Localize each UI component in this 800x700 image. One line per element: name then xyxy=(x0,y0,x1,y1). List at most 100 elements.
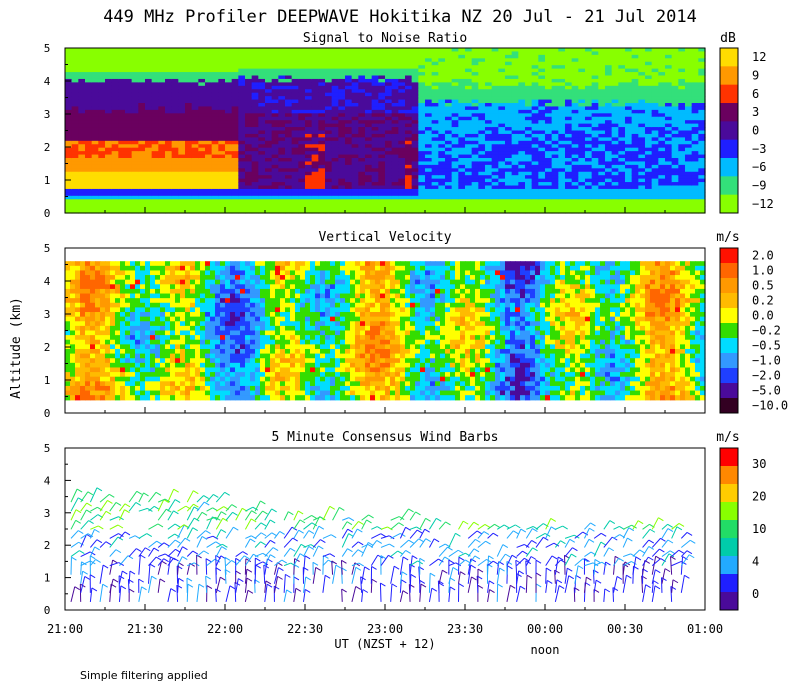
snr-cell xyxy=(385,182,393,187)
snr-cell xyxy=(505,51,513,56)
snr-cell xyxy=(78,182,86,187)
snr-cell xyxy=(405,127,413,132)
snr-cell xyxy=(151,48,159,53)
velocity-cell xyxy=(115,358,121,364)
velocity-cell xyxy=(70,353,76,359)
snr-cell xyxy=(518,151,526,156)
snr-cell xyxy=(225,65,233,70)
snr-cell xyxy=(358,133,366,138)
snr-cell xyxy=(578,202,586,207)
snr-cell xyxy=(165,151,173,156)
snr-cell xyxy=(238,127,246,132)
snr-cell xyxy=(651,51,659,56)
velocity-cell xyxy=(115,339,121,345)
snr-cell xyxy=(465,54,473,59)
velocity-cell xyxy=(75,284,81,290)
snr-cell xyxy=(671,113,679,118)
snr-cell xyxy=(531,188,539,193)
snr-cell xyxy=(398,89,406,94)
velocity-cell xyxy=(95,385,101,392)
snr-cell xyxy=(91,48,99,53)
snr-cell xyxy=(625,147,633,152)
snr-cell xyxy=(318,65,326,70)
snr-cell xyxy=(125,68,133,73)
snr-cell xyxy=(185,175,193,180)
snr-cell xyxy=(645,137,653,142)
snr-cell xyxy=(511,154,519,159)
snr-cell xyxy=(691,54,699,59)
snr-cell xyxy=(231,89,239,94)
snr-cell xyxy=(145,113,153,118)
snr-cell xyxy=(585,154,593,159)
velocity-cell xyxy=(85,288,91,295)
snr-cell xyxy=(358,123,366,128)
snr-cell xyxy=(498,137,506,142)
snr-cell xyxy=(105,164,113,169)
velocity-cell xyxy=(70,348,76,355)
snr-cell xyxy=(158,113,166,118)
snr-cell xyxy=(365,137,373,142)
snr-cell xyxy=(285,154,293,159)
snr-cell xyxy=(631,61,639,66)
snr-cell xyxy=(665,178,673,183)
snr-cell xyxy=(398,82,406,87)
snr-cell xyxy=(78,99,86,104)
snr-cell xyxy=(218,96,226,101)
snr-cell xyxy=(471,164,479,169)
snr-cell xyxy=(118,68,126,73)
velocity-cell xyxy=(80,302,86,308)
snr-cell xyxy=(465,130,473,135)
snr-cell xyxy=(338,106,346,111)
snr-cell xyxy=(645,175,653,180)
snr-cell xyxy=(665,82,673,87)
snr-cell xyxy=(685,209,693,214)
snr-cell xyxy=(258,206,266,211)
snr-cell xyxy=(491,209,499,214)
snr-cell xyxy=(451,85,459,90)
snr-cell xyxy=(318,130,326,135)
snr-cell xyxy=(371,130,379,135)
snr-cell xyxy=(198,72,206,77)
snr-cell xyxy=(138,209,146,214)
snr-cell xyxy=(445,195,453,200)
snr-cell xyxy=(431,61,439,66)
snr-cell xyxy=(105,175,113,180)
snr-cell xyxy=(418,133,426,138)
snr-cell xyxy=(71,116,79,121)
snr-cell xyxy=(138,195,146,200)
snr-cell xyxy=(685,72,693,77)
snr-cell xyxy=(485,113,493,118)
snr-cell xyxy=(291,65,299,70)
snr-cell xyxy=(125,192,133,197)
snr-cell xyxy=(385,199,393,204)
snr-cell xyxy=(405,147,413,152)
snr-cell xyxy=(531,68,539,73)
snr-cell xyxy=(411,61,419,66)
snr-cell xyxy=(225,51,233,56)
snr-cell xyxy=(225,103,233,108)
snr-cell xyxy=(591,202,599,207)
snr-cell xyxy=(438,171,446,176)
snr-cell xyxy=(218,140,226,145)
snr-cell xyxy=(378,96,386,101)
snr-cell xyxy=(211,85,219,90)
snr-cell xyxy=(431,54,439,59)
snr-cell xyxy=(218,48,226,53)
snr-cell xyxy=(305,130,313,135)
snr-cell xyxy=(625,161,633,166)
snr-cell xyxy=(571,206,579,211)
snr-cell xyxy=(565,175,573,180)
snr-cell xyxy=(258,171,266,176)
snr-cell xyxy=(85,175,93,180)
snr-cell xyxy=(198,154,206,159)
snr-cell xyxy=(405,123,413,128)
snr-cell xyxy=(125,144,133,149)
snr-cell xyxy=(218,82,226,87)
snr-cell xyxy=(178,147,186,152)
snr-cell xyxy=(485,130,493,135)
snr-cell xyxy=(631,48,639,53)
snr-cell xyxy=(125,164,133,169)
snr-cell xyxy=(478,130,486,135)
snr-cell xyxy=(465,161,473,166)
snr-cell xyxy=(418,54,426,59)
